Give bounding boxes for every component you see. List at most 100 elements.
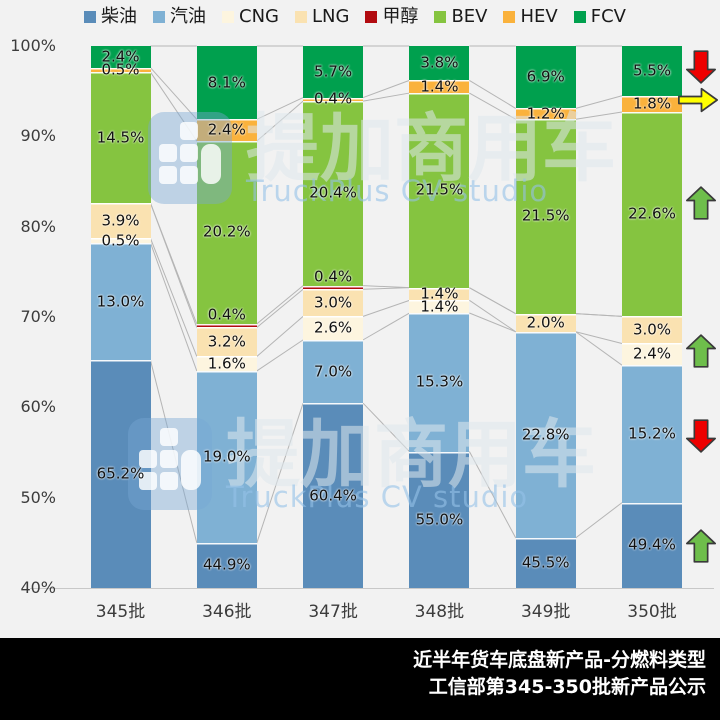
data-label-347批-HEV: 0.4% xyxy=(314,89,353,108)
data-label-346批-LNG: 3.2% xyxy=(207,332,246,351)
bar-segment-348批-柴油 xyxy=(409,451,470,588)
y-axis-tick-80%: 80% xyxy=(20,216,56,236)
bar-segment-345批-CNG xyxy=(90,238,151,243)
bar-segment-348批-汽油 xyxy=(409,313,470,452)
bar-segment-346批-CNG xyxy=(196,356,257,371)
data-label-346批-HEV: 2.4% xyxy=(207,120,246,139)
bar-segment-346批-FCV xyxy=(196,46,257,120)
x-axis-tick-349批: 349批 xyxy=(520,602,571,622)
data-label-348批-FCV: 3.8% xyxy=(420,53,459,72)
x-axis-tick-347批: 347批 xyxy=(308,602,358,622)
bar-segment-345批-FCV xyxy=(90,46,151,68)
trend-arrow-down-汽油 xyxy=(686,419,716,457)
trend-arrow-up-BEV xyxy=(686,186,716,224)
data-label-345批-FCV: 2.4% xyxy=(101,47,140,66)
legend-swatch-icon xyxy=(222,11,234,23)
bar-segment-346批-LNG xyxy=(196,327,257,357)
bar-segment-349批-FCV xyxy=(515,46,576,109)
legend-label: LNG xyxy=(311,6,350,27)
bar-segment-350批-FCV xyxy=(622,46,682,96)
data-label-346批-BEV: 20.2% xyxy=(202,222,251,241)
y-axis-tick-70%: 70% xyxy=(20,307,56,326)
bar-segment-349批-柴油 xyxy=(515,537,576,588)
data-label-349批-LNG: 2.0% xyxy=(526,313,565,332)
data-label-345批-LNG: 3.9% xyxy=(101,211,140,230)
data-label-346批-汽油: 19.0% xyxy=(202,447,251,466)
data-label-346批-甲醇: 0.4% xyxy=(207,305,246,324)
trend-arrow-right-HEV xyxy=(678,87,718,117)
bar-segment-350批-汽油 xyxy=(622,365,682,503)
legend-swatch-icon xyxy=(434,11,447,23)
legend-item-LNG: LNG xyxy=(294,6,350,27)
data-label-347批-汽油: 7.0% xyxy=(314,362,353,381)
bar-segment-349批-HEV xyxy=(515,108,576,120)
data-label-347批-FCV: 5.7% xyxy=(314,62,353,81)
bar-segment-347批-甲醇 xyxy=(303,285,364,290)
legend-item-CNG: CNG xyxy=(222,8,279,26)
data-label-350批-FCV: 5.5% xyxy=(632,61,672,80)
bar-segment-348批-HEV xyxy=(409,80,470,94)
data-label-349批-FCV: 6.9% xyxy=(526,67,565,86)
data-label-346批-CNG: 1.6% xyxy=(207,354,246,373)
legend-label: 汽油 xyxy=(170,6,206,27)
bar-segment-347批-柴油 xyxy=(303,403,364,588)
data-label-347批-LNG: 3.0% xyxy=(314,293,353,312)
data-label-348批-柴油: 55.0% xyxy=(415,510,464,529)
legend-label: 柴油 xyxy=(101,6,137,27)
bar-segment-347批-HEV xyxy=(303,97,364,102)
trend-arrow-up-CNG/LNG xyxy=(686,334,716,372)
data-label-350批-BEV: 22.6% xyxy=(628,204,676,223)
bar-segment-347批-FCV xyxy=(303,46,364,98)
bar-segment-347批-BEV xyxy=(303,101,364,286)
y-axis-tick-90%: 90% xyxy=(20,126,56,146)
data-label-350批-LNG: 3.0% xyxy=(632,320,672,339)
y-axis-tick-60%: 60% xyxy=(20,397,56,417)
data-label-348批-汽油: 15.3% xyxy=(415,372,464,391)
bar-segment-350批-LNG xyxy=(622,316,682,344)
legend-item-FCV: FCV xyxy=(573,8,626,26)
bar-segment-349批-BEV xyxy=(515,119,576,314)
data-label-348批-BEV: 21.5% xyxy=(415,180,464,199)
data-label-347批-甲醇: 0.4% xyxy=(314,267,353,286)
data-label-348批-HEV: 1.4% xyxy=(420,77,459,96)
bar-segment-350批-HEV xyxy=(622,95,682,112)
data-label-347批-BEV: 20.4% xyxy=(309,183,357,202)
y-axis-tick-40%: 40% xyxy=(20,578,56,597)
legend-swatch-icon xyxy=(573,11,586,23)
bar-segment-346批-甲醇 xyxy=(196,323,257,328)
bar-segment-350批-BEV xyxy=(622,112,682,317)
data-label-350批-CNG: 2.4% xyxy=(632,344,672,363)
legend-item-甲醇: 甲醇 xyxy=(365,8,418,26)
x-axis-tick-350批: 350批 xyxy=(627,602,677,622)
x-axis-tick-345批: 345批 xyxy=(95,602,146,622)
bar-segment-346批-汽油 xyxy=(196,370,257,543)
bar-segment-347批-LNG xyxy=(303,289,364,317)
legend-swatch-icon xyxy=(153,11,165,23)
legend-swatch-icon xyxy=(503,11,516,23)
data-label-345批-汽油: 13.0% xyxy=(96,292,145,311)
x-axis-tick-346批: 346批 xyxy=(202,602,252,622)
bar-segment-346批-柴油 xyxy=(196,542,257,588)
y-axis-tick-50%: 50% xyxy=(20,487,56,507)
data-label-350批-柴油: 49.4% xyxy=(628,535,676,554)
legend: 柴油 汽油 CNG LNG 甲醇 BEV HEV FCV xyxy=(84,8,626,26)
bar-segment-350批-CNG xyxy=(622,343,682,366)
data-label-345批-HEV: 0.5% xyxy=(101,60,140,79)
legend-item-柴油: 柴油 xyxy=(84,8,137,26)
data-label-345批-柴油: 65.2% xyxy=(96,464,145,483)
data-label-349批-柴油: 45.5% xyxy=(521,553,570,572)
bar-segment-345批-HEV xyxy=(90,67,151,73)
data-label-347批-柴油: 60.4% xyxy=(309,486,357,505)
legend-item-汽油: 汽油 xyxy=(153,8,206,26)
data-label-348批-LNG: 1.4% xyxy=(420,284,459,303)
bar-segment-345批-BEV xyxy=(90,72,151,204)
trend-arrow-up-柴油 xyxy=(686,529,716,567)
chart-subtitle: 工信部第345-350批新产品公示 xyxy=(428,676,706,698)
legend-label: 甲醇 xyxy=(382,6,419,27)
chart-title: 近半年货车底盘新产品-分燃料类型 xyxy=(413,649,706,671)
data-label-346批-柴油: 44.9% xyxy=(202,555,251,574)
data-label-345批-CNG: 0.5% xyxy=(101,231,140,250)
